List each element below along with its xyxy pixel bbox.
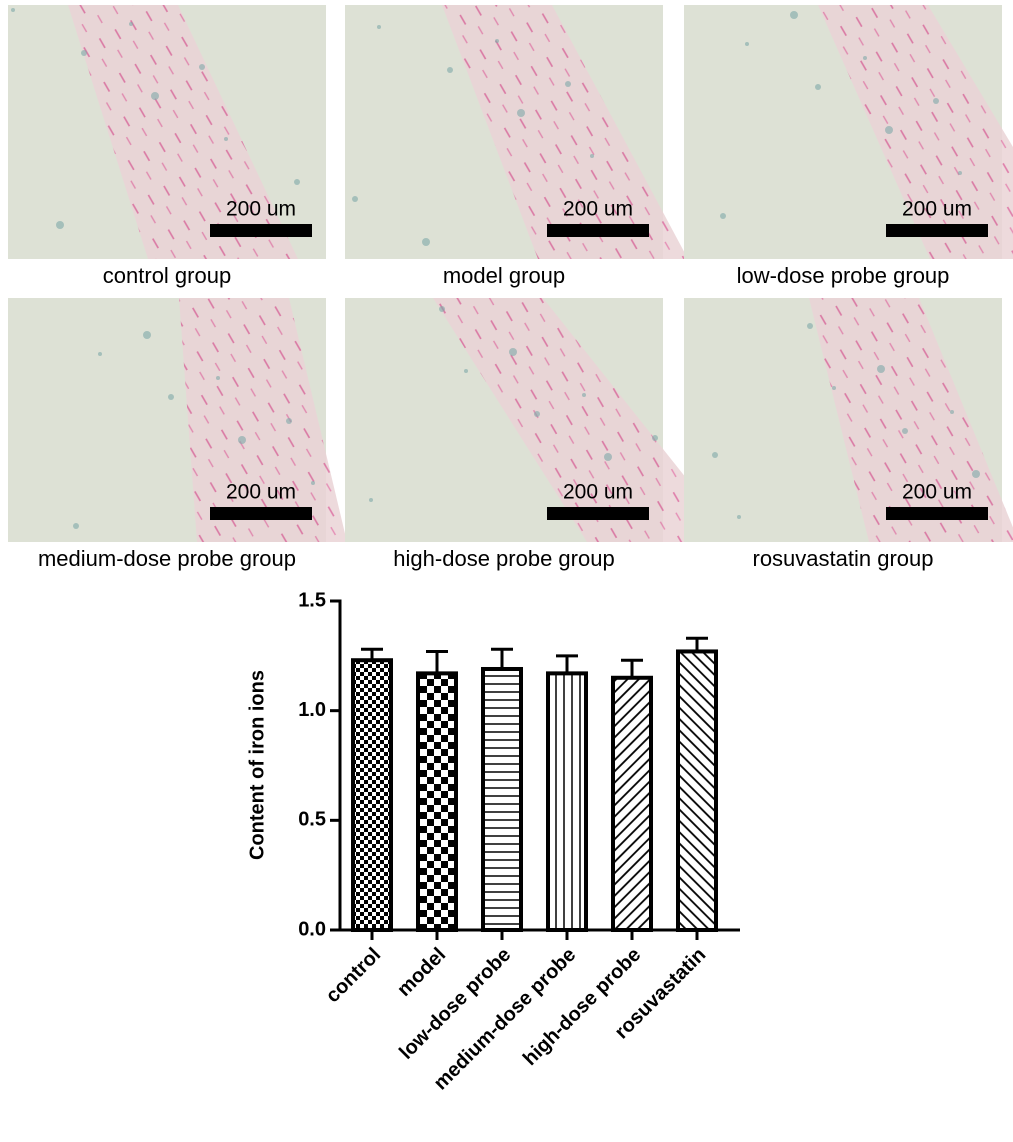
bar [416,671,458,932]
stain-dot [902,428,908,434]
stain-dot [439,306,445,312]
stain-dot [56,221,64,229]
stain-dot [863,56,867,60]
stain-dot [720,213,726,219]
micrograph: 200 um control group [8,5,326,288]
scale-bar [210,224,312,237]
tissue-band [818,5,1013,259]
stain-dot [950,410,954,414]
stain-dot [464,369,468,373]
stain-dot [712,452,718,458]
stain-dot [216,376,220,380]
stain-dot [73,523,79,529]
stain-dot [509,348,517,356]
micrograph: 200 um model group [345,5,688,288]
bar [351,658,393,932]
stain-dot [517,109,525,117]
stain-dot [98,352,102,356]
stain-dot [311,481,315,485]
scale-bar [547,507,649,520]
tissue-band [179,298,347,542]
scale-label: 200 um [902,481,972,504]
stain-dot [11,8,15,12]
stain-dot [286,418,292,424]
tissue-band [433,298,737,542]
micrograph: 200 um high-dose probe group [345,298,737,571]
x-tick-label: high-dose probe [519,944,645,1070]
stain-dot [168,394,174,400]
bar [481,666,523,932]
stain-dot [933,98,939,104]
scale-bar [210,507,312,520]
stain-dot [369,498,373,502]
stain-dot [885,126,893,134]
stain-dot [143,331,151,339]
tissue-band [442,5,688,259]
y-tick-label: 1.0 [298,699,326,721]
stain-dot [652,435,658,441]
stain-dot [422,238,430,246]
y-axis-title: Content of iron ions [246,670,268,860]
stain-dot [151,92,159,100]
micrograph: 200 um low-dose probe group [684,5,1013,288]
panel-caption: rosuvastatin group [753,546,934,571]
stain-dot [352,196,358,202]
stain-dot [604,453,612,461]
micrograph: 200 um medium-dose probe group [8,298,347,571]
panel-caption: low-dose probe group [737,263,950,288]
stain-dot [81,50,87,56]
stain-dot [224,137,228,141]
y-tick-label: 1.5 [298,589,326,611]
bar [676,649,718,932]
stain-dot [815,84,821,90]
panel-caption: model group [443,263,565,288]
stain-dot [199,64,205,70]
panel-caption: control group [103,263,231,288]
stain-dot [565,81,571,87]
stain-dot [294,179,300,185]
stain-dot [972,470,980,478]
tissue-band [809,298,1013,542]
scale-label: 200 um [226,481,296,504]
scale-bar [886,507,988,520]
bar [546,671,588,932]
stain-dot [495,39,499,43]
y-tick-label: 0.5 [298,809,326,831]
panel-caption: medium-dose probe group [38,546,296,571]
x-tick-label: control [322,944,385,1007]
stain-dot [447,67,453,73]
stain-dot [582,393,586,397]
scale-bar [886,224,988,237]
x-tick-label: model [393,944,450,1001]
stain-dot [877,365,885,373]
scale-label: 200 um [902,198,972,221]
scale-label: 200 um [226,198,296,221]
stain-dot [807,323,813,329]
stain-dot [958,171,962,175]
stain-dot [745,42,749,46]
bar [611,675,653,932]
tissue-band [68,5,298,259]
y-tick-label: 0.0 [298,918,326,940]
stain-dot [377,25,381,29]
scale-label: 200 um [563,481,633,504]
stain-dot [737,515,741,519]
stain-dot [238,436,246,444]
scale-label: 200 um [563,198,633,221]
micrograph: 200 um rosuvastatin group [684,298,1013,571]
stain-dot [590,154,594,158]
stain-dot [534,411,540,417]
scale-bar [547,224,649,237]
stain-dot [790,11,798,19]
stain-dot [832,386,836,390]
x-tick-label: low-dose probe [395,944,515,1064]
panel-caption: high-dose probe group [393,546,614,571]
stain-dot [129,22,133,26]
